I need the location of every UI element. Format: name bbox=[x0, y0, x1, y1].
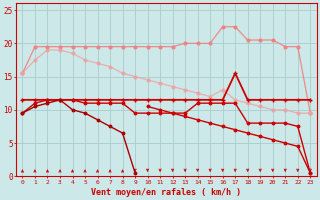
X-axis label: Vent moyen/en rafales ( km/h ): Vent moyen/en rafales ( km/h ) bbox=[92, 188, 241, 197]
